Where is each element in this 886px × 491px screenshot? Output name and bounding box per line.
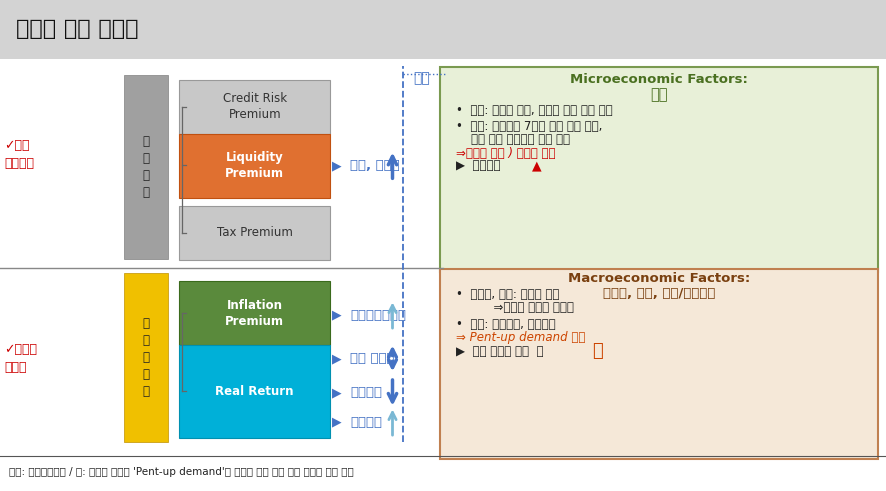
Text: •  정책: 통화완화, 재정확대: • 정책: 통화완화, 재정확대 [456, 318, 556, 330]
Text: 수급: 수급 [650, 87, 668, 102]
Text: ✓무위험
수익률: ✓무위험 수익률 [4, 343, 37, 374]
FancyBboxPatch shape [179, 345, 330, 438]
Text: 기타 장기 투자기관 수요 기대: 기타 장기 투자기관 수요 기대 [456, 134, 571, 146]
Text: 금
리
미
국
채: 금 리 미 국 채 [143, 317, 150, 398]
Text: 인플레, 경기, 통화/재정정책: 인플레, 경기, 통화/재정정책 [603, 287, 715, 300]
Text: ⇒ Pent-up demand 주의: ⇒ Pent-up demand 주의 [456, 331, 586, 344]
Text: ▶: ▶ [332, 416, 342, 429]
Text: Macroeconomic Factors:: Macroeconomic Factors: [568, 273, 750, 285]
Text: 스
프
레
드: 스 프 레 드 [143, 135, 150, 199]
Text: ✓위험
프리미엄: ✓위험 프리미엄 [4, 139, 35, 170]
Text: 재정정책: 재정정책 [350, 416, 382, 429]
Text: ▶  스프레드: ▶ 스프레드 [456, 159, 501, 172]
FancyBboxPatch shape [440, 269, 878, 459]
Text: 수급, 유동성: 수급, 유동성 [350, 159, 400, 172]
Text: ▶: ▶ [332, 309, 342, 322]
Text: ▶: ▶ [332, 352, 342, 365]
Text: Credit Risk
Premium: Credit Risk Premium [222, 92, 287, 121]
Text: ▶: ▶ [332, 159, 342, 172]
Text: Inflation
Premium: Inflation Premium [225, 299, 284, 327]
Text: ▶  금리 변동성 확대  〰: ▶ 금리 변동성 확대 〰 [456, 345, 544, 357]
Text: •  인플레, 경기: 반등세 지속: • 인플레, 경기: 반등세 지속 [456, 288, 560, 301]
Text: •  수요: 한국은행 7조원 이상 매입 효과,: • 수요: 한국은행 7조원 이상 매입 효과, [456, 120, 602, 133]
Text: 기대인플레이션: 기대인플레이션 [350, 309, 406, 322]
FancyBboxPatch shape [440, 67, 878, 272]
FancyBboxPatch shape [124, 75, 168, 259]
Text: Liquidity
Premium: Liquidity Premium [225, 151, 284, 180]
Text: Real Return: Real Return [215, 385, 294, 398]
Text: 통화정책: 통화정책 [350, 386, 382, 399]
Text: 자료: 신한금융투자 / 주: 하늘색 화살표 'Pent-up demand'가 끝나는 국면 금리 상승 영향력 약화 의미: 자료: 신한금융투자 / 주: 하늘색 화살표 'Pent-up demand'… [9, 467, 354, 477]
FancyBboxPatch shape [0, 0, 886, 59]
FancyBboxPatch shape [179, 206, 330, 260]
Text: Microeconomic Factors:: Microeconomic Factors: [571, 73, 748, 86]
Text: ▲: ▲ [532, 159, 541, 172]
Text: •  공급: 상반기 추경, 하반기 추가 집행 불안: • 공급: 상반기 추경, 하반기 추가 집행 불안 [456, 104, 613, 117]
Text: 경기 사이클: 경기 사이클 [350, 352, 394, 365]
FancyBboxPatch shape [179, 281, 330, 345]
FancyBboxPatch shape [124, 273, 168, 442]
Text: 금리: 금리 [414, 71, 431, 85]
Text: ▶: ▶ [332, 386, 342, 399]
Text: Tax Premium: Tax Premium [217, 226, 292, 240]
FancyBboxPatch shape [179, 134, 330, 198]
FancyBboxPatch shape [179, 80, 330, 134]
Text: 〰: 〰 [592, 342, 602, 360]
Text: 섹터별 금리 영향도: 섹터별 금리 영향도 [16, 20, 138, 39]
Text: ⇒국고채 공급 ) 국고채 수요: ⇒국고채 공급 ) 국고채 수요 [456, 147, 556, 160]
Text: ⇒중장기 시계는 불확실: ⇒중장기 시계는 불확실 [456, 301, 574, 314]
